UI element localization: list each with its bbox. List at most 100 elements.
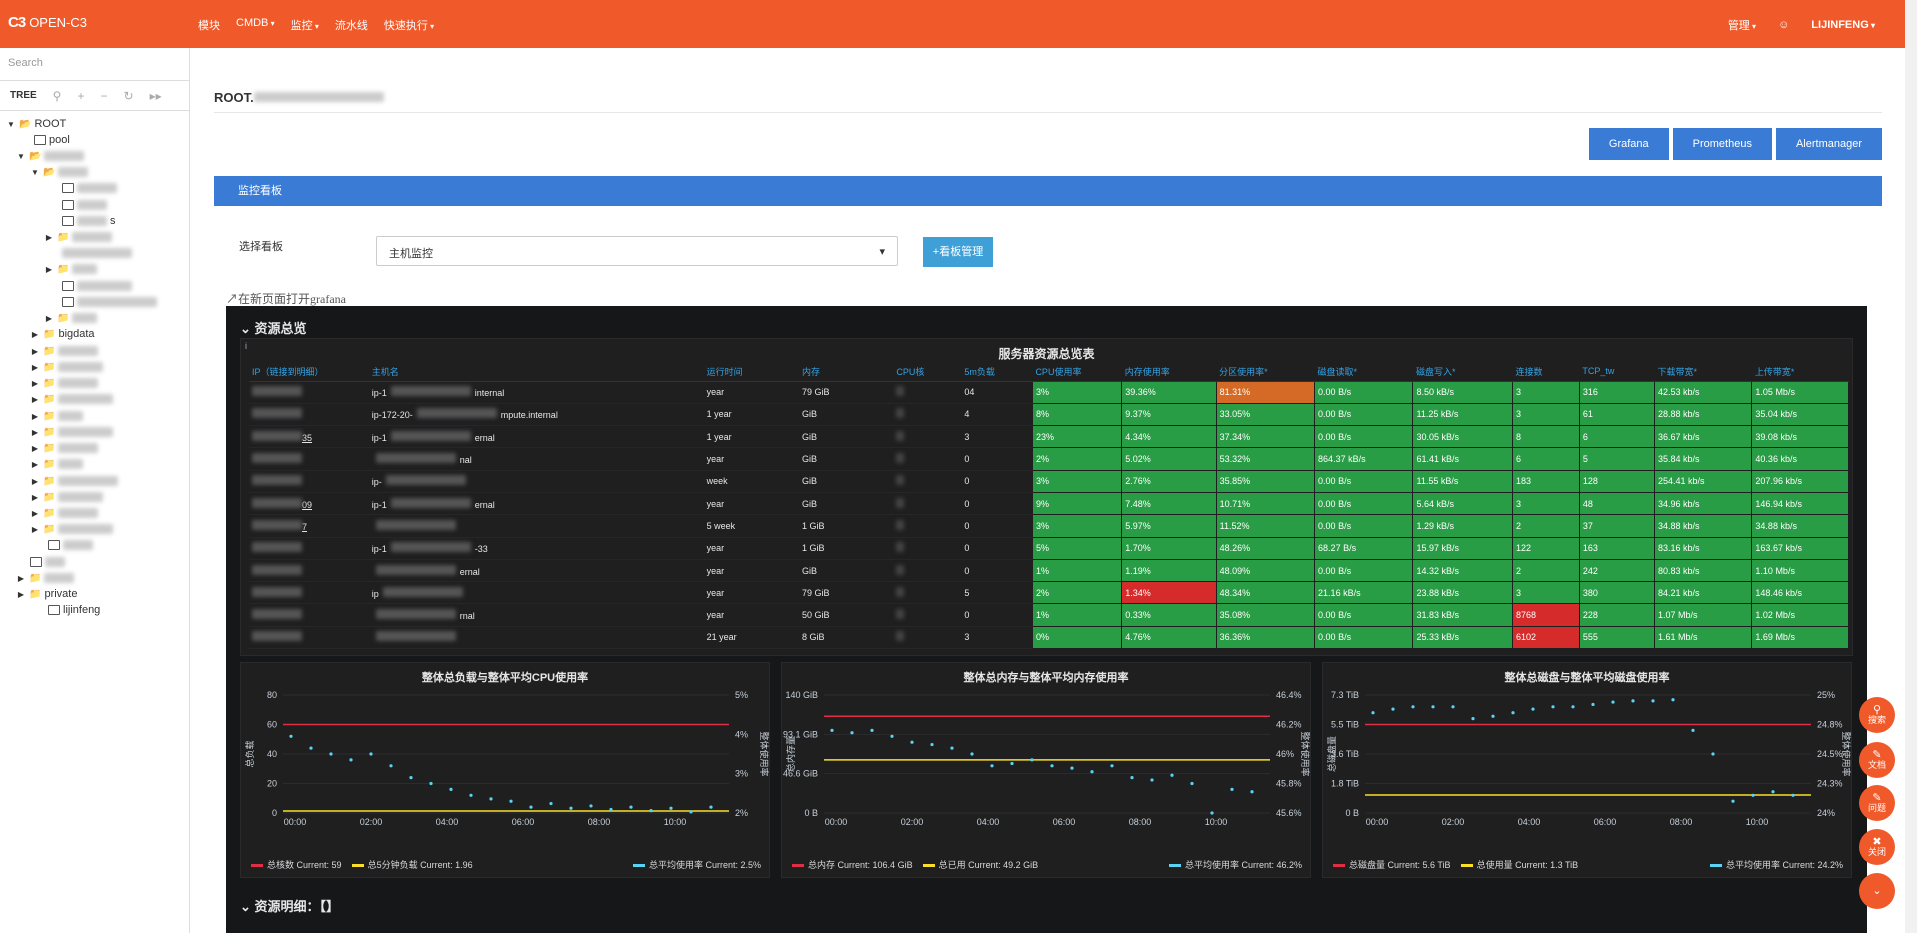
tree-search-input[interactable]: Search	[0, 48, 189, 81]
nav-quick-exec[interactable]: 快速执行	[384, 17, 434, 33]
table-cell[interactable]	[249, 447, 369, 471]
tree-node[interactable]: ▶ 📁	[30, 375, 99, 391]
locate-icon[interactable]: ⚲	[52, 88, 62, 103]
column-header[interactable]: 运行时间	[703, 362, 800, 382]
column-header[interactable]: 主机名	[368, 362, 704, 382]
nav-monitor[interactable]: 监控	[291, 17, 319, 33]
scrollbar[interactable]	[1905, 0, 1917, 933]
tree-node[interactable]: ▶ 📁	[44, 229, 113, 245]
tree-node[interactable]: ▶ 📁	[44, 261, 98, 277]
legend-item[interactable]: 总磁盘量 Current: 5.6 TiB	[1333, 858, 1451, 871]
remove-icon[interactable]: −	[100, 88, 108, 103]
column-header[interactable]: CPU核	[893, 362, 962, 382]
tree-node[interactable]: ▶ 📁	[30, 505, 99, 521]
legend-item[interactable]: 总5分钟负载 Current: 1.96	[351, 858, 473, 871]
tree-node[interactable]: ▶ 📁	[30, 521, 114, 537]
table-cell[interactable]	[249, 559, 369, 583]
tree-node[interactable]	[62, 180, 117, 196]
tree-node[interactable]	[62, 245, 132, 261]
column-header[interactable]: CPU使用率	[1032, 362, 1122, 382]
admin-menu[interactable]: 管理	[1728, 17, 1756, 33]
table-cell[interactable]	[249, 537, 369, 560]
info-icon[interactable]: i	[245, 341, 247, 351]
tree-node-user[interactable]: lijinfeng	[48, 602, 100, 618]
expand-icon[interactable]: ▸▸	[149, 88, 162, 103]
collapse-fab[interactable]: ⌄	[1859, 873, 1895, 909]
tree-node[interactable]	[62, 278, 132, 294]
nav-module[interactable]: 模块	[198, 20, 220, 32]
tree-node[interactable]: ▶ 📁	[30, 489, 104, 505]
section-detail[interactable]: ⌄ 资源明细：【】	[240, 899, 340, 914]
section-overview[interactable]: ⌄ 资源总览	[240, 321, 307, 336]
column-header[interactable]: 内存	[799, 362, 894, 382]
table-cell[interactable]: 7	[249, 514, 369, 538]
tree-node[interactable]	[62, 294, 157, 310]
table-cell[interactable]	[249, 381, 369, 404]
open-grafana-link[interactable]: ↗在新页面打开grafana	[226, 292, 346, 306]
tree-node[interactable]: ▶ 📁	[30, 359, 104, 375]
prometheus-button[interactable]: Prometheus	[1672, 128, 1772, 160]
legend-item[interactable]: 总使用量 Current: 1.3 TiB	[1460, 858, 1578, 871]
table-cell[interactable]: 09	[249, 492, 369, 516]
tree-node-private[interactable]: ▶ 📁 private	[17, 588, 78, 600]
tree-node[interactable]: ▶ 📁	[30, 456, 84, 472]
alertmanager-button[interactable]: Alertmanager	[1775, 128, 1882, 160]
tree-node[interactable]: ▼ 📂	[30, 164, 89, 180]
column-header[interactable]: 内存使用率	[1121, 362, 1217, 382]
tree-node[interactable]: ▶ 📁	[44, 310, 98, 326]
column-header[interactable]: 磁盘读取*	[1314, 362, 1413, 382]
table-cell[interactable]	[249, 626, 369, 650]
tree-node-bigdata[interactable]: ▶ 📁 bigdata	[31, 328, 95, 340]
tree-node[interactable]	[48, 537, 93, 553]
nav-cmdb[interactable]: CMDB	[236, 17, 275, 33]
legend-item[interactable]: 总核数 Current: 59	[251, 858, 342, 871]
column-header[interactable]: 分区使用率*	[1216, 362, 1315, 382]
legend-item[interactable]: 总已用 Current: 49.2 GiB	[922, 858, 1038, 871]
grafana-button[interactable]: Grafana	[1588, 128, 1669, 160]
add-icon[interactable]: +	[77, 88, 85, 103]
tree-node-pool[interactable]: pool	[34, 132, 70, 148]
tree-node[interactable]: ▶ 📁	[30, 440, 99, 456]
column-header[interactable]: 5m负载	[961, 362, 1033, 382]
table-cell[interactable]: 35	[249, 425, 369, 449]
tree-node[interactable]: ▶ 📁	[30, 391, 114, 407]
table-cell[interactable]	[249, 581, 369, 605]
search-fab[interactable]: ⚲ 搜索	[1859, 697, 1895, 733]
tree-node[interactable]: ▶ 📁	[30, 473, 119, 489]
close-fab[interactable]: ✖ 关闭	[1859, 829, 1895, 865]
column-header[interactable]: 连接数	[1512, 362, 1580, 382]
legend-item[interactable]: 总内存 Current: 106.4 GiB	[792, 858, 913, 871]
tree-node-root[interactable]: ▼ 📂 ROOT	[7, 118, 67, 130]
tree-node[interactable]	[62, 197, 107, 213]
table-cell[interactable]	[249, 603, 369, 627]
user-menu[interactable]: LIJINFENG	[1811, 19, 1875, 31]
dashboard-manage-button[interactable]: +看板管理	[923, 237, 993, 267]
column-header[interactable]: 上传带宽*	[1751, 362, 1849, 382]
table-cell[interactable]	[249, 470, 369, 493]
column-header[interactable]: IP（链接到明细）	[249, 362, 369, 382]
tree-node[interactable]: ▶ 📁	[30, 424, 114, 440]
user-icon[interactable]: ☺	[1778, 19, 1790, 31]
docs-fab[interactable]: ✎ 文档	[1859, 742, 1895, 778]
column-header[interactable]: 下载带宽*	[1654, 362, 1752, 382]
legend-item[interactable]: 总平均使用率 Current: 2.5%	[632, 858, 761, 871]
table-cell[interactable]	[249, 403, 369, 427]
tree-node[interactable]: ▶ 📁	[30, 408, 84, 424]
refresh-icon[interactable]: ↻	[123, 88, 134, 103]
tree-node[interactable]: s	[62, 213, 116, 229]
column-header[interactable]: TCP_tw	[1579, 362, 1655, 382]
column-header[interactable]: 磁盘写入*	[1412, 362, 1513, 382]
tree-node[interactable]: ▶ 📁	[30, 343, 99, 359]
tree-label: TREE	[10, 90, 37, 101]
dashboard-select[interactable]: 主机监控 ▾	[376, 236, 898, 266]
tree-node[interactable]	[30, 554, 65, 570]
legend-item[interactable]: 总平均使用率 Current: 24.2%	[1709, 858, 1843, 871]
tree-node[interactable]: ▶ 📁	[16, 570, 75, 586]
table-cell: ip-1 ernal	[368, 492, 704, 516]
app-logo[interactable]: C3 OPEN-C3	[8, 14, 87, 31]
tree-node[interactable]: ▼ 📂	[16, 148, 85, 164]
data-point	[1571, 705, 1575, 709]
issue-fab[interactable]: ✎ 问题	[1859, 785, 1895, 821]
nav-pipeline[interactable]: 流水线	[334, 20, 368, 32]
legend-item[interactable]: 总平均使用率 Current: 46.2%	[1168, 858, 1302, 871]
